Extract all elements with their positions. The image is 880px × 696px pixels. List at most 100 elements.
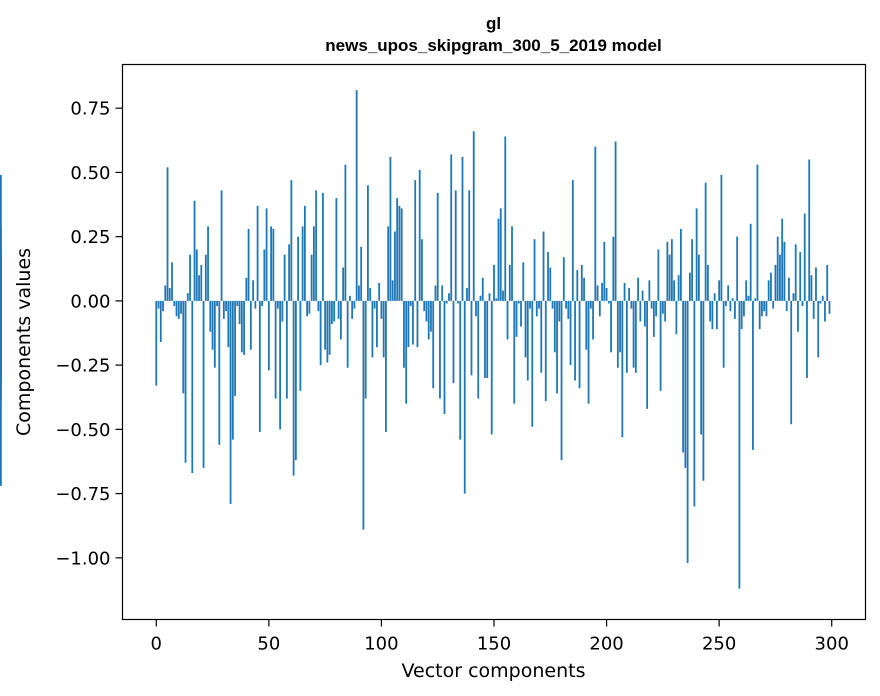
bar [457, 300, 459, 304]
bar [297, 236, 300, 301]
bar [688, 272, 691, 301]
plot-area [123, 65, 866, 620]
bar [497, 218, 500, 301]
y-tick-label: −0.50 [55, 420, 110, 441]
bar [265, 208, 268, 301]
bar [360, 246, 363, 301]
bar [815, 267, 817, 301]
bar [761, 300, 763, 317]
bar [213, 300, 216, 368]
bar [738, 300, 741, 589]
bar [706, 264, 709, 301]
bar [826, 264, 829, 301]
bar [299, 300, 302, 391]
bar [506, 300, 509, 340]
bar [790, 300, 793, 425]
bar [664, 300, 667, 322]
bar [164, 285, 167, 301]
bar [560, 300, 563, 461]
bar [270, 226, 272, 301]
bar [441, 285, 444, 301]
bar [569, 300, 572, 366]
bar [538, 300, 540, 309]
chart-subtitle: news_upos_skipgram_300_5_2019 model [325, 36, 661, 55]
bar [432, 300, 435, 389]
bar [736, 236, 739, 301]
bar [376, 300, 378, 348]
bar [583, 277, 585, 301]
bar [824, 300, 826, 322]
bar [562, 257, 565, 301]
bar [709, 300, 712, 322]
bar [594, 146, 597, 301]
bar [180, 300, 182, 314]
x-tick-label: 250 [702, 634, 736, 655]
bar [711, 300, 714, 330]
bar [619, 300, 621, 353]
bar [547, 252, 549, 301]
bar [315, 190, 318, 301]
bar [770, 272, 772, 301]
bar [731, 298, 734, 301]
bar [749, 223, 752, 301]
bar [459, 300, 462, 440]
bar [236, 300, 239, 307]
plot-frame [121, 63, 867, 621]
bar [488, 293, 491, 301]
bar [159, 300, 162, 342]
bar [650, 300, 653, 309]
bar [263, 249, 266, 301]
bar [544, 300, 547, 402]
bar [443, 300, 446, 414]
bar [461, 157, 464, 301]
bar [549, 267, 552, 301]
bar [776, 236, 779, 301]
bar [828, 300, 831, 314]
bar [157, 300, 160, 309]
bar [752, 300, 754, 450]
bar [797, 300, 799, 332]
bar [195, 249, 198, 301]
bar [520, 300, 522, 327]
y-tick-label: 0.50 [70, 163, 110, 184]
bar [607, 300, 610, 304]
bar [382, 300, 385, 358]
bar [0, 300, 2, 384]
bar [407, 300, 410, 348]
bar [200, 264, 203, 301]
bar [405, 300, 408, 404]
bar [229, 300, 232, 504]
bar [283, 254, 286, 301]
bar [630, 300, 633, 309]
bar [479, 295, 482, 301]
bar [682, 300, 685, 453]
bar [657, 249, 660, 301]
bar [821, 295, 824, 301]
bar [628, 288, 630, 301]
y-tick-label: −0.75 [55, 484, 110, 505]
bar [364, 300, 367, 399]
x-tick-label: 0 [151, 634, 162, 655]
y-tick-label: 0.75 [70, 99, 110, 120]
bar [765, 300, 768, 317]
bar [306, 300, 309, 317]
bar [716, 300, 718, 330]
bar [412, 300, 414, 345]
bar [310, 254, 313, 301]
bar [817, 300, 820, 358]
bar [551, 300, 554, 309]
bar [423, 300, 426, 312]
bar [605, 288, 608, 301]
bar [281, 300, 284, 322]
bar [425, 300, 428, 322]
bar [463, 300, 466, 494]
bar [189, 254, 191, 301]
bar [434, 285, 437, 301]
bar [177, 300, 180, 319]
bar [184, 300, 187, 463]
bar [396, 198, 399, 301]
bar [655, 300, 658, 317]
bar [475, 300, 477, 317]
bar [785, 300, 788, 312]
bar [342, 267, 345, 301]
